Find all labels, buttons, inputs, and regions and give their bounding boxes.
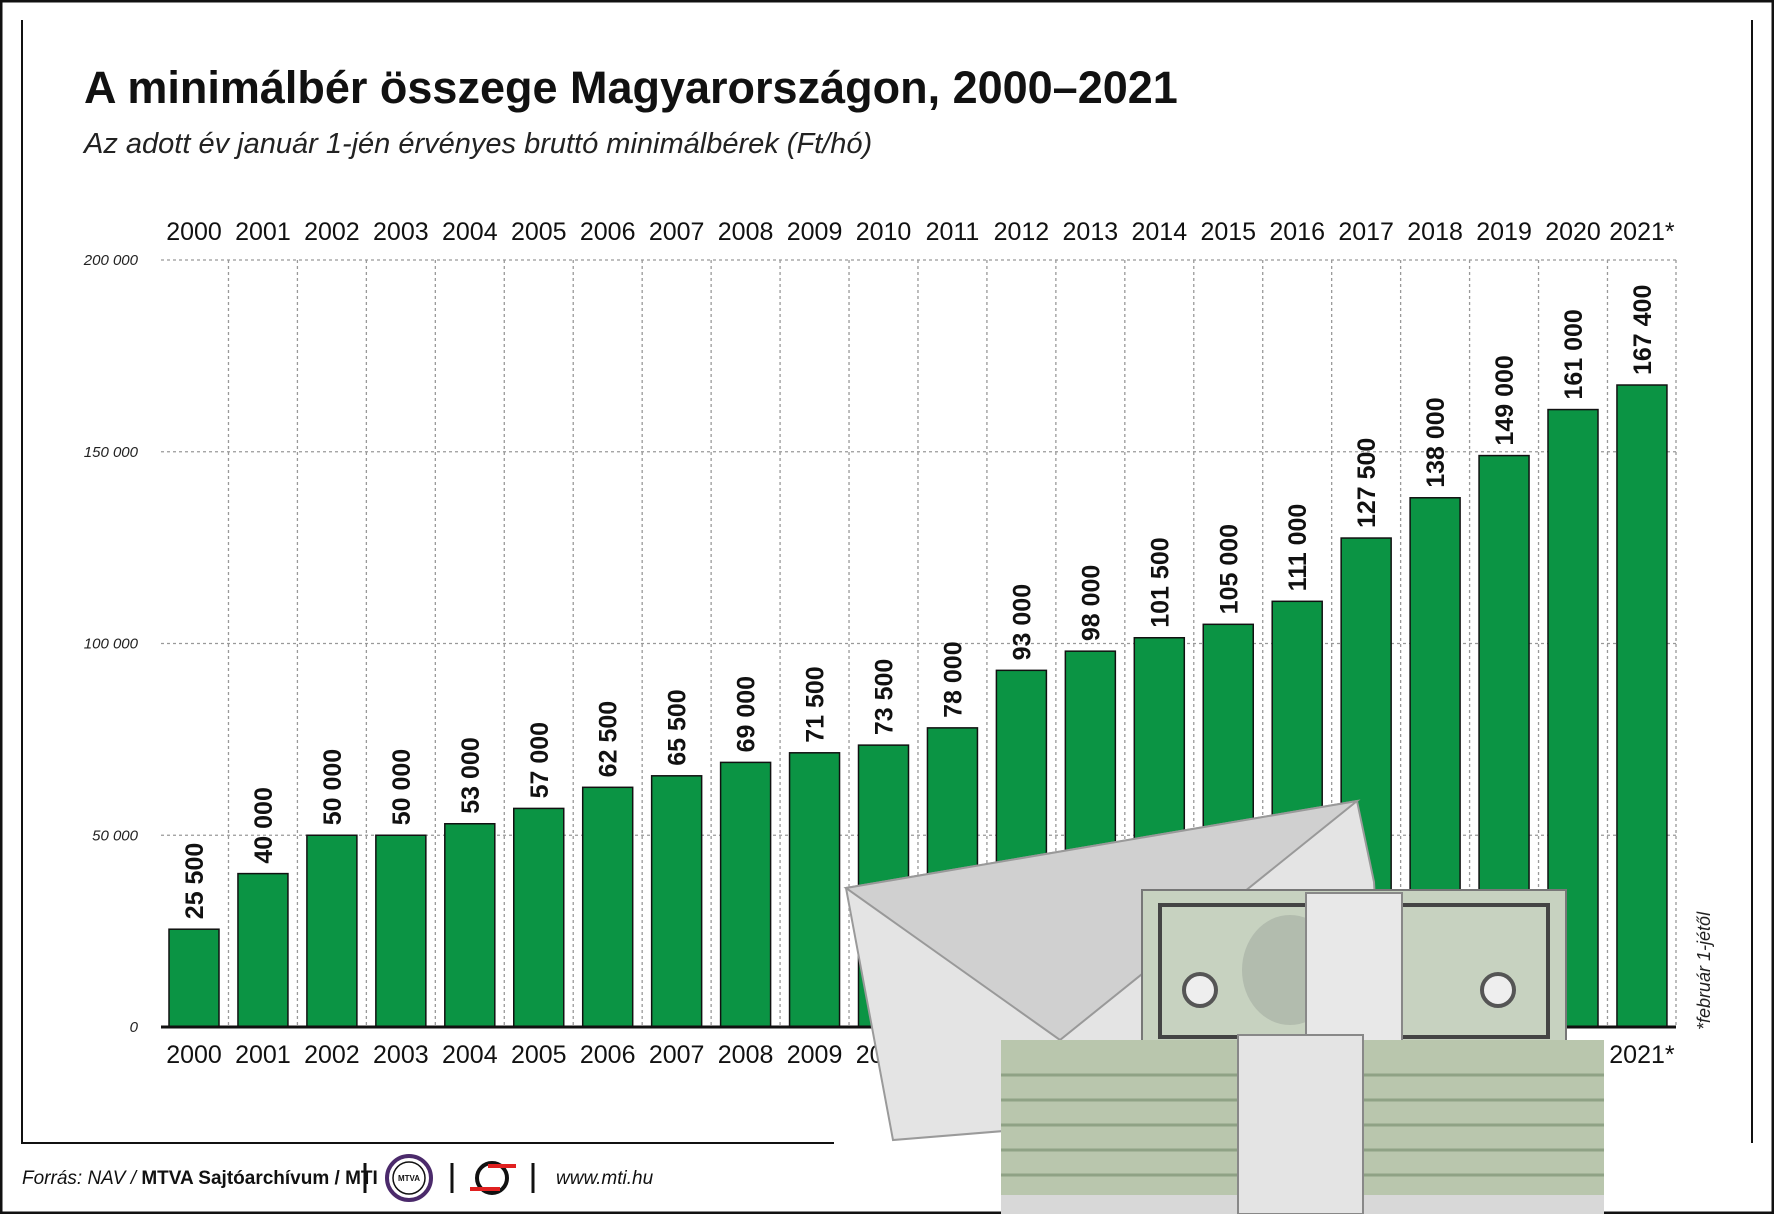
envelope-and-cash-illustration (843, 799, 1604, 1215)
x-tick-label-top: 2013 (1063, 218, 1119, 246)
x-tick-label-bottom: 2021* (1609, 1041, 1675, 1069)
chart-title: A minimálbér összege Magyarországon, 200… (84, 62, 1178, 113)
x-tick-label-top: 2020 (1545, 218, 1601, 246)
bar (237, 872, 289, 1028)
x-tick-label-top: 2015 (1200, 218, 1256, 246)
bar (444, 822, 496, 1028)
x-tick-label-top: 2000 (166, 218, 222, 246)
x-tick-label-top: 2014 (1131, 218, 1187, 246)
bar (168, 928, 220, 1028)
value-label: 138 000 (1422, 397, 1450, 487)
x-tick-label-bottom: 2008 (718, 1041, 774, 1069)
gridlines (161, 259, 1677, 1027)
value-label: 78 000 (939, 641, 967, 717)
value-label: 101 500 (1146, 537, 1174, 627)
x-tick-label-top: 2019 (1476, 218, 1532, 246)
value-label: 65 500 (664, 689, 692, 765)
x-tick-label-top: 2008 (718, 218, 774, 246)
bar (513, 807, 565, 1028)
x-tick-label-top: 2016 (1269, 218, 1325, 246)
svg-text:MTVA: MTVA (398, 1174, 420, 1183)
x-tick-label-top: 2005 (511, 218, 567, 246)
value-label: 105 000 (1215, 524, 1243, 614)
y-tick-label: 50 000 (92, 827, 139, 844)
x-tick-label-top: 2007 (649, 218, 705, 246)
mti-logo (470, 1161, 516, 1195)
value-label: 57 000 (526, 722, 554, 798)
x-tick-label-bottom: 2005 (511, 1041, 567, 1069)
bar (650, 775, 703, 1028)
value-label: 127 500 (1353, 438, 1381, 528)
y-tick-label: 100 000 (84, 636, 139, 653)
footnote: *február 1-jétől (1694, 911, 1714, 1030)
website-link[interactable]: www.mti.hu (556, 1168, 654, 1189)
bar (375, 834, 427, 1028)
value-label: 161 000 (1560, 309, 1588, 399)
x-tick-label-bottom: 2003 (373, 1041, 429, 1069)
value-label: 50 000 (319, 749, 347, 825)
value-label: 50 000 (388, 749, 416, 825)
value-label: 93 000 (1008, 584, 1036, 660)
value-label: 149 000 (1491, 355, 1519, 445)
mtva-logo: MTVA (385, 1154, 433, 1202)
x-tick-label-top: 2001 (235, 218, 291, 246)
bar (306, 834, 358, 1028)
x-tick-label-bottom: 2006 (580, 1041, 636, 1069)
inner-frame (21, 20, 834, 1144)
x-tick-label-top: 2002 (304, 218, 360, 246)
x-tick-label-top: 2003 (373, 218, 429, 246)
x-tick-label-bottom: 2007 (649, 1041, 705, 1069)
value-label: 40 000 (250, 787, 278, 863)
value-labels: 25 500 40 000 50 000 50 000 53 000 57 000 62 5… (181, 285, 1657, 920)
x-tick-label-top: 2021* (1609, 218, 1675, 246)
value-label: 71 500 (802, 666, 830, 742)
x-tick-label-top: 2010 (856, 218, 912, 246)
bar (719, 761, 772, 1028)
value-label: 25 500 (181, 843, 209, 919)
x-tick-label-top: 2009 (787, 218, 843, 246)
x-tick-label-bottom: 2009 (787, 1041, 843, 1069)
x-tick-label-top: 2011 (926, 218, 980, 246)
x-tick-label-top: 2017 (1338, 218, 1394, 246)
x-tick-label-top: 2006 (580, 218, 636, 246)
x-tick-label-top: 2012 (994, 218, 1050, 246)
x-tick-label-bottom: 2002 (304, 1041, 360, 1069)
source-text: Forrás: NAV / MTVA Sajtóarchívum / MTI (22, 1168, 378, 1189)
x-tick-label-bottom: 2000 (166, 1041, 222, 1069)
value-label: 98 000 (1077, 565, 1105, 641)
bar (788, 752, 841, 1028)
x-tick-label-top: 2018 (1407, 218, 1463, 246)
y-axis-ticks: 0 50 000 100 000 150 000 200 000 (83, 252, 139, 1036)
x-tick-label-bottom: 2001 (235, 1041, 291, 1069)
x-axis-top-labels: 2000 2001 2002 2003 2004 2005 2006 2007 2008 2009… (166, 218, 1675, 246)
value-label: 167 400 (1629, 285, 1657, 375)
value-label: 69 000 (733, 676, 761, 752)
y-tick-label: 0 (130, 1019, 139, 1036)
bar (581, 786, 634, 1028)
x-tick-label-bottom: 2004 (442, 1041, 498, 1069)
value-label: 53 000 (457, 737, 485, 813)
value-label: 62 500 (595, 701, 623, 777)
value-label: 73 500 (871, 659, 899, 735)
chart-subtitle: Az adott év január 1-jén érvényes bruttó… (82, 128, 872, 160)
y-tick-label: 200 000 (83, 252, 139, 269)
bar (1616, 384, 1668, 1028)
y-tick-label: 150 000 (84, 444, 139, 461)
x-tick-label-top: 2004 (442, 218, 498, 246)
value-label: 111 000 (1284, 504, 1312, 592)
